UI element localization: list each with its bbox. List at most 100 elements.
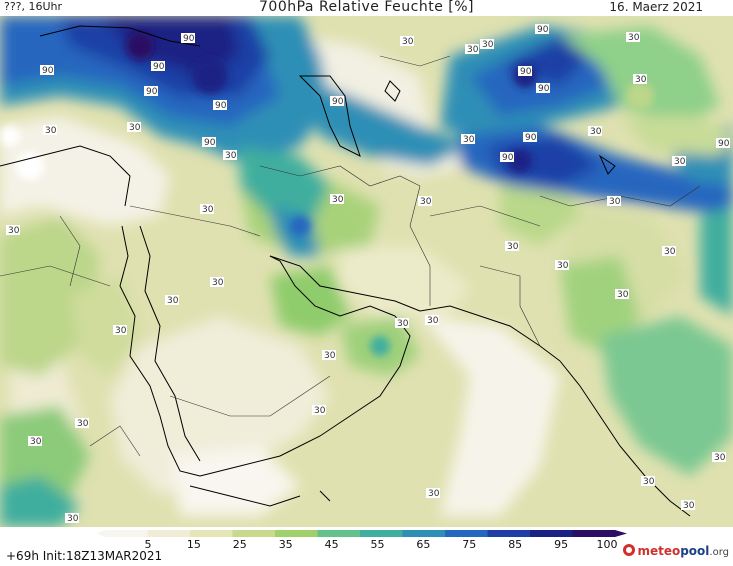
svg-text:30: 30 <box>683 501 695 511</box>
contour-label: 30 <box>312 405 326 416</box>
svg-text:30: 30 <box>609 197 621 207</box>
logo-pool-text: pool <box>680 544 710 558</box>
svg-text:30: 30 <box>674 157 686 167</box>
svg-text:90: 90 <box>502 153 514 163</box>
contour-label: 90 <box>536 83 550 94</box>
forecast-run-info: +69h Init:18Z13MAR2021 <box>6 549 163 563</box>
logo-meteo-text: meteo <box>637 544 681 558</box>
svg-text:30: 30 <box>617 290 629 300</box>
svg-text:90: 90 <box>525 133 537 143</box>
legend-colorbar <box>97 530 627 537</box>
svg-text:90: 90 <box>538 84 550 94</box>
svg-text:30: 30 <box>30 437 42 447</box>
contour-label: 30 <box>633 74 647 85</box>
contour-label: 90 <box>181 33 195 44</box>
map-footer: 5 15 25 35 45 55 65 75 85 95 100 +69h Init:18Z13MA… <box>0 527 733 566</box>
legend-swatch <box>360 530 403 537</box>
meteopool-logo[interactable]: meteopool.org <box>623 544 729 558</box>
legend-arrow-right-icon <box>615 530 627 537</box>
svg-text:30: 30 <box>643 477 655 487</box>
svg-text:30: 30 <box>397 319 409 329</box>
svg-text:30: 30 <box>420 197 432 207</box>
legend-tick-label: 45 <box>325 538 339 549</box>
contour-label: 90 <box>500 152 514 163</box>
contour-label: 30 <box>615 289 629 300</box>
svg-text:30: 30 <box>77 419 89 429</box>
legend-swatch <box>105 530 148 537</box>
contour-label: 30 <box>626 32 640 43</box>
contour-label: 30 <box>681 500 695 511</box>
svg-text:30: 30 <box>314 406 326 416</box>
legend-swatch <box>232 530 276 537</box>
humidity-map: 90 90 90 90 90 90 90 90 90 90 90 90 90 3… <box>0 16 733 527</box>
svg-text:30: 30 <box>402 37 414 47</box>
legend-tick-label: 55 <box>371 538 385 549</box>
humidity-detail <box>0 32 654 356</box>
contour-label: 30 <box>65 513 79 524</box>
legend-tick-label: 65 <box>416 538 430 549</box>
coastlines <box>0 25 691 517</box>
svg-text:30: 30 <box>167 296 179 306</box>
svg-text:30: 30 <box>628 33 640 43</box>
legend-tick-label: 25 <box>233 538 247 549</box>
logo-org-text: .org <box>709 547 729 558</box>
legend-tick-label: 100 <box>597 538 618 549</box>
svg-text:90: 90 <box>183 34 195 44</box>
country-borders <box>0 55 701 457</box>
svg-text:30: 30 <box>332 195 344 205</box>
svg-text:30: 30 <box>463 135 475 145</box>
contour-label: 90 <box>523 132 537 143</box>
legend-swatch <box>572 530 616 537</box>
svg-text:30: 30 <box>482 40 494 50</box>
contour-label: 90 <box>330 96 344 107</box>
legend-tick-label: 15 <box>187 538 201 549</box>
meteopool-logo-icon <box>623 544 636 556</box>
contour-label: 30 <box>588 126 602 137</box>
svg-text:90: 90 <box>146 87 158 97</box>
legend-swatch <box>275 530 318 537</box>
svg-text:90: 90 <box>718 139 730 149</box>
contour-label: 30 <box>75 418 89 429</box>
svg-text:30: 30 <box>115 326 127 336</box>
svg-text:30: 30 <box>507 242 519 252</box>
svg-text:30: 30 <box>635 75 647 85</box>
contour-label: 30 <box>28 436 42 447</box>
contour-label: 30 <box>555 260 569 271</box>
contour-label: 30 <box>607 196 621 207</box>
svg-text:30: 30 <box>664 247 676 257</box>
svg-text:30: 30 <box>557 261 569 271</box>
svg-text:30: 30 <box>428 489 440 499</box>
svg-text:30: 30 <box>225 151 237 161</box>
legend-tick-label: 35 <box>279 538 293 549</box>
svg-text:90: 90 <box>215 101 227 111</box>
svg-text:90: 90 <box>153 62 165 72</box>
contour-label: 90 <box>535 24 549 35</box>
svg-text:30: 30 <box>129 123 141 133</box>
contour-label: 30 <box>465 44 479 55</box>
contour-label: 30 <box>425 315 439 326</box>
valid-time-label: ???, 16Uhr <box>4 0 63 13</box>
legend-swatch <box>402 530 446 537</box>
contour-label: 30 <box>662 246 676 257</box>
contour-label: 30 <box>400 36 414 47</box>
legend-swatch <box>317 530 361 537</box>
contour-label: 30 <box>461 134 475 145</box>
svg-text:90: 90 <box>537 25 549 35</box>
legend-tick-label: 5 <box>145 538 152 549</box>
contour-label: 30 <box>127 122 141 133</box>
svg-text:30: 30 <box>427 316 439 326</box>
legend-tick-label: 95 <box>554 538 568 549</box>
contour-label: 30 <box>641 476 655 487</box>
contour-label: 90 <box>144 86 158 97</box>
contour-labels: 90 90 90 90 90 90 90 90 90 90 90 90 90 3… <box>6 24 730 524</box>
map-header: ???, 16Uhr 700hPa Relative Feuchte [%] 1… <box>0 0 733 16</box>
map-title: 700hPa Relative Feuchte [%] <box>259 0 474 15</box>
legend-swatch <box>147 530 191 537</box>
contour-label: 30 <box>322 350 336 361</box>
legend-swatch <box>190 530 233 537</box>
map-canvas: 90 90 90 90 90 90 90 90 90 90 90 90 90 3… <box>0 16 733 527</box>
contour-label: 90 <box>213 100 227 111</box>
contour-label: 90 <box>151 61 165 72</box>
contour-label: 30 <box>223 150 237 161</box>
contour-label: 30 <box>165 295 179 306</box>
